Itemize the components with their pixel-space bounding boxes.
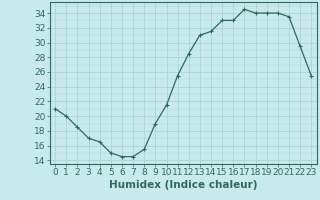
X-axis label: Humidex (Indice chaleur): Humidex (Indice chaleur)	[109, 180, 258, 190]
